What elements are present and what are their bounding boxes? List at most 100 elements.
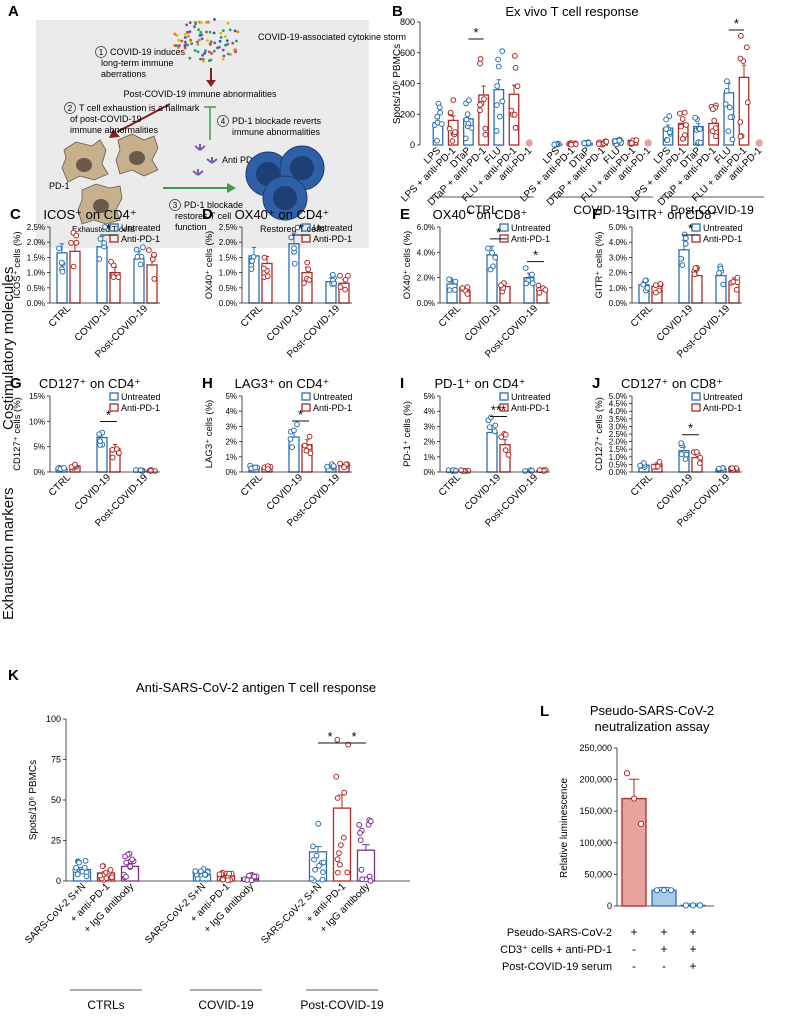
- group-label: COVID-19: [198, 998, 254, 1012]
- data-point: [536, 467, 543, 474]
- data-point: [512, 53, 518, 59]
- y-tick-label: 0%: [225, 468, 237, 477]
- cytokine-dot: [221, 57, 225, 61]
- data-point: [666, 113, 673, 120]
- data-point: [652, 282, 659, 289]
- step3-number: 3: [173, 201, 178, 210]
- data-point: [315, 820, 322, 827]
- cytokine-dot: [222, 29, 225, 32]
- y-tick-label: 1%: [423, 453, 435, 462]
- data-point: [644, 285, 651, 291]
- antibody-icons: [192, 144, 218, 176]
- data-point: [650, 463, 657, 470]
- data-point: [481, 96, 487, 102]
- cytokine-dot: [216, 46, 219, 50]
- chart-title: OX40⁺ on CD4⁺: [235, 207, 330, 222]
- data-point: [678, 123, 684, 130]
- data-point: [512, 64, 519, 71]
- cytokine-dot: [233, 29, 237, 33]
- cytokine-dot: [213, 41, 217, 45]
- cytokine-dot: [184, 40, 187, 44]
- cytokine-dot: [205, 20, 209, 24]
- significance-marker: *: [327, 729, 332, 744]
- data-point: [265, 466, 271, 473]
- data-point: [491, 428, 498, 435]
- data-point: [529, 271, 535, 278]
- data-point: [657, 281, 664, 287]
- data-point: [324, 463, 331, 470]
- y-tick-label: 75: [51, 755, 61, 765]
- condition-label: CD3⁺ cells + anti-PD-1: [500, 944, 612, 956]
- data-point: [291, 245, 297, 252]
- legend-label-anti-pd1: Anti-PD-1: [703, 403, 742, 413]
- data-point: [464, 291, 471, 297]
- data-point: [359, 876, 366, 882]
- data-point: [434, 113, 441, 120]
- data-point: [466, 97, 472, 104]
- chart-title: GITR⁺ on CD8⁺: [626, 207, 718, 222]
- y-tick-label: 10%: [29, 417, 45, 426]
- cytokine-dot: [219, 31, 223, 35]
- data-point: [722, 101, 729, 107]
- data-point: [477, 102, 483, 108]
- cytokine-dot: [236, 30, 240, 34]
- data-point: [726, 104, 733, 111]
- legend-label-anti-pd1: Anti-PD-1: [121, 234, 160, 244]
- cytokine-dot: [226, 42, 230, 46]
- data-point: [73, 239, 80, 246]
- cytokine-dot: [233, 48, 237, 52]
- data-point: [525, 139, 533, 147]
- data-point: [697, 125, 703, 132]
- data-point: [338, 842, 344, 848]
- cytokine-dot: [209, 58, 213, 62]
- y-tick-label: 0: [56, 876, 61, 886]
- y-tick-label: 6.0%: [417, 223, 435, 232]
- data-point: [311, 856, 317, 863]
- y-tick-label: 0.0%: [609, 468, 627, 477]
- data-point: [341, 834, 347, 841]
- data-point: [551, 141, 558, 148]
- y-tick-label: 3%: [423, 422, 435, 431]
- y-tick-label: 2%: [225, 438, 237, 447]
- significance-marker: ***: [491, 402, 506, 417]
- cytokine-dot: [173, 44, 177, 47]
- data-point: [137, 467, 144, 474]
- legend-label-untreated: Untreated: [703, 392, 743, 402]
- cytokine-dot: [210, 52, 214, 55]
- data-point: [122, 853, 128, 860]
- data-point: [498, 434, 505, 440]
- x-tick-label: CTRL: [437, 472, 464, 499]
- data-point: [129, 856, 136, 863]
- cell-nucleus: [76, 158, 92, 172]
- bar: [486, 254, 498, 304]
- data-point: [737, 55, 744, 62]
- chart-title: LAG3⁺ on CD4⁺: [235, 376, 330, 391]
- data-point: [252, 464, 259, 471]
- significance-marker: *: [734, 16, 739, 31]
- y-tick-label: 100,000: [579, 838, 612, 848]
- cytokine-dot: [199, 30, 203, 34]
- data-point: [334, 856, 341, 863]
- data-point: [287, 436, 294, 442]
- legend-label-untreated: Untreated: [511, 392, 551, 402]
- legend-swatch-anti-pd1: [691, 403, 701, 412]
- significance-marker: *: [496, 225, 501, 240]
- y-tick-label: 1.0%: [609, 284, 627, 293]
- y-tick-label: 3.5%: [609, 415, 627, 424]
- cell-nucleus: [290, 156, 314, 180]
- y-tick-label: 1.5%: [27, 253, 45, 262]
- data-point: [682, 456, 689, 463]
- data-point: [216, 871, 223, 878]
- panel-letter-l: L: [540, 703, 549, 720]
- data-point: [99, 863, 106, 869]
- step3-badge: [169, 199, 181, 211]
- cytokine-dot: [224, 43, 227, 47]
- legend-label-anti-pd1: Anti-PD-1: [313, 234, 352, 244]
- data-point: [712, 133, 719, 140]
- bar: [621, 797, 647, 907]
- cytokine-dot: [212, 49, 216, 53]
- data-point: [437, 109, 444, 116]
- data-point: [683, 451, 690, 458]
- cytokine-dot: [193, 25, 196, 29]
- condition-sign: +: [630, 925, 637, 939]
